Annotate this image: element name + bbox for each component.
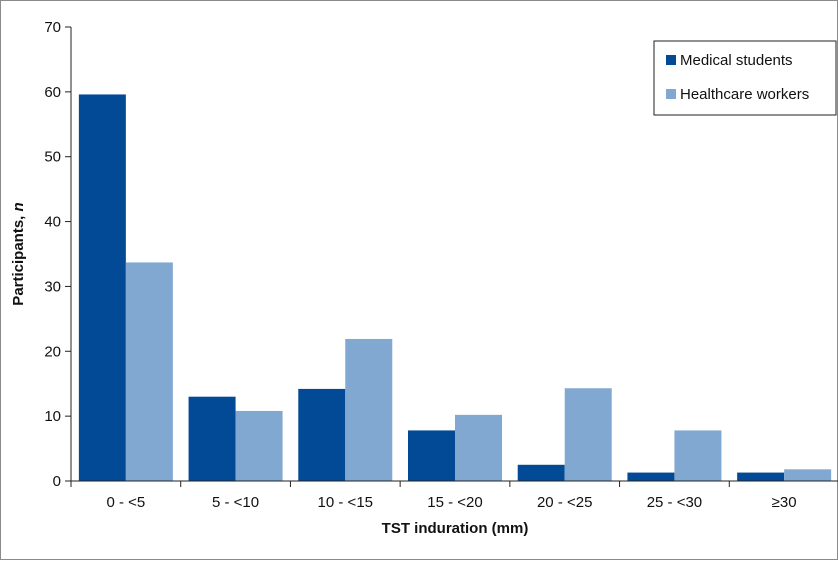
bar-medical-students [298,388,346,481]
bar-healthcare-workers [235,410,283,481]
bar-medical-students [737,472,785,481]
axes-group [70,27,838,482]
legend: Medical students Healthcare workers [653,40,837,116]
y-tick-label: 40 [44,214,61,231]
x-tick-label: 25 - <30 [647,494,702,511]
x-tick-label: ≥30 [772,494,797,511]
y-axis-title-text: Participants, [10,211,27,305]
bars-group [78,94,832,482]
bar-healthcare-workers [784,469,832,481]
bar-medical-students [188,396,236,481]
x-tick-label: 0 - <5 [106,494,145,511]
bar-healthcare-workers [455,414,502,481]
x-tick-label: 10 - <15 [318,494,373,511]
x-tick-label: 20 - <25 [537,494,592,511]
x-tick-label: 15 - <20 [427,494,482,511]
y-ticks-group: 0 10 20 30 40 50 60 70 [44,19,71,490]
bar-medical-students [408,430,455,481]
bar-medical-students [627,472,675,481]
legend-swatch-healthcare-workers [666,89,676,99]
x-axis-title: TST induration (mm) [382,520,529,537]
bar-healthcare-workers [674,430,722,481]
x-ticks-group: 0 - <5 5 - <10 10 - <15 15 - <20 20 - <25 25 … [70,481,797,511]
y-axis-title-variable: n [10,202,27,211]
y-tick-label: 50 [44,149,61,166]
bar-healthcare-workers [345,338,393,481]
y-axis-title: Participants, n [10,202,27,305]
y-tick-label: 60 [44,84,61,101]
legend-label-healthcare-workers: Healthcare workers [680,86,809,103]
y-tick-label: 70 [44,19,61,36]
y-tick-label: 30 [44,278,61,295]
y-tick-label: 10 [44,408,61,425]
y-tick-label: 0 [53,473,61,490]
bar-medical-students [78,94,126,482]
bar-healthcare-workers [125,262,173,481]
bar-healthcare-workers [564,388,612,481]
legend-swatch-medical-students [666,55,676,65]
legend-box [653,40,837,116]
x-tick-label: 5 - <10 [212,494,259,511]
legend-label-medical-students: Medical students [680,52,793,69]
y-tick-label: 20 [44,343,61,360]
bar-medical-students [517,464,565,481]
